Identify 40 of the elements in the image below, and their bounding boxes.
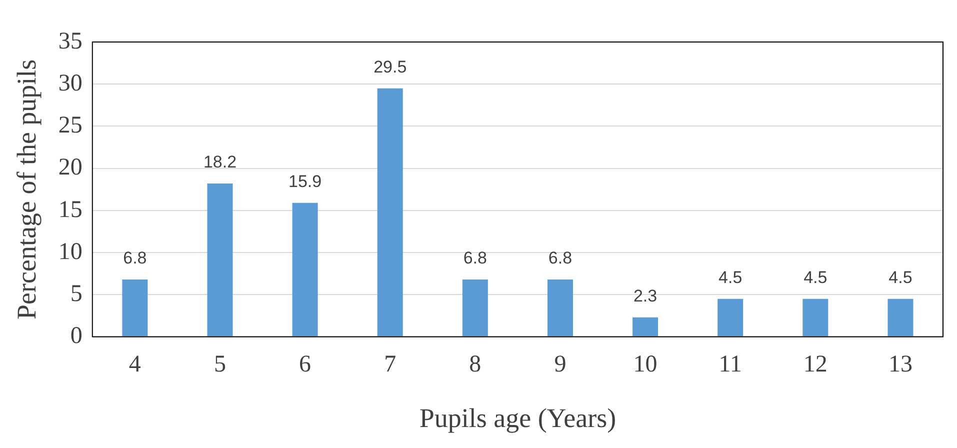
x-tick-label: 7 (384, 351, 396, 378)
bar (377, 88, 403, 336)
x-tick-label: 10 (633, 351, 658, 378)
x-tick-label: 4 (128, 351, 141, 378)
x-tick-label: 8 (469, 351, 482, 378)
y-tick-label: 15 (58, 196, 82, 223)
y-tick-label: 10 (58, 238, 82, 265)
bar (207, 184, 233, 336)
data-label: 4.5 (888, 268, 912, 288)
data-label: 6.8 (548, 248, 572, 268)
y-tick-label: 5 (70, 280, 82, 307)
x-tick-label: 13 (888, 351, 912, 378)
data-label: 29.5 (374, 58, 407, 77)
data-label: 4.5 (718, 268, 742, 288)
data-label: 4.5 (804, 268, 828, 288)
x-tick-label: 9 (554, 351, 566, 378)
data-label: 15.9 (288, 172, 322, 192)
y-tick-label: 30 (58, 70, 82, 96)
data-label: 6.8 (463, 248, 487, 268)
y-axis-title: Percentage of the pupils (11, 59, 42, 320)
bar (462, 280, 488, 336)
x-tick-label: 6 (299, 351, 312, 378)
y-tick-label: 35 (58, 28, 82, 54)
bar (292, 202, 318, 336)
data-label: 6.8 (123, 248, 147, 268)
bar (632, 317, 658, 336)
x-tick-label: 11 (718, 351, 742, 378)
bar (718, 298, 744, 336)
bar (888, 298, 914, 336)
x-tick-label: 5 (214, 351, 226, 378)
bar (547, 280, 573, 336)
x-tick-label: 12 (803, 351, 828, 378)
data-label: 2.3 (633, 286, 658, 306)
y-tick-label: 20 (58, 154, 82, 181)
x-axis-title: Pupils age (Years) (419, 402, 616, 433)
data-label: 18.2 (203, 152, 237, 172)
y-tick-label: 0 (70, 323, 82, 350)
y-tick-label: 25 (58, 112, 82, 139)
bar (802, 298, 828, 336)
bar (122, 280, 148, 336)
